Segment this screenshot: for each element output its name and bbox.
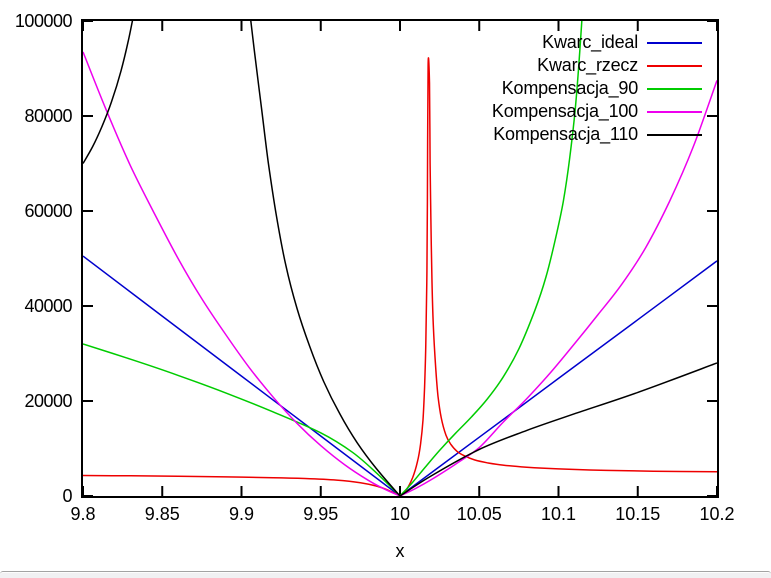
series-curve-Kwarc_ideal [83,255,401,496]
series-curve-Kompensacja_100 [399,80,717,496]
plot-area [81,19,719,498]
legend-label: Kompensacja_100 [491,101,638,121]
legend-item-kwarc-ideal: Kwarc_ideal [380,31,718,54]
x-tick-label: 9.8 [70,504,96,524]
y-tick-label: 40000 [24,296,72,316]
legend-item-kompensacja-110: Kompensacja_110 [380,123,718,146]
legend-line-sample [647,42,702,44]
x-tick-label: 9.9 [228,504,255,524]
y-tick-label: 100000 [14,11,73,31]
legend-line-sample [647,134,702,136]
series-curve-Kompensacja_110 [399,362,717,496]
legend-line-sample [647,111,702,113]
y-tick-label: 0 [62,486,72,506]
series-curve-Kompensacja_90 [83,343,401,496]
legend-label: Kwarc_ideal [542,32,638,52]
legend-item-kwarc-rzecz: Kwarc_rzecz [380,54,718,77]
legend-line-sample [647,65,702,67]
legend-label: Kompensacja_90 [501,78,638,98]
series-curve-Kompensacja_90 [399,21,583,496]
x-tick-label: 10.05 [456,504,502,524]
x-tick-label: 9.95 [303,504,339,524]
x-tick-label: 10.1 [540,504,577,524]
legend-label: Kwarc_rzecz [537,55,638,75]
x-tick-label: 10.15 [615,504,661,524]
x-tick-label: 10 [389,504,411,524]
x-tick-label: 9.85 [144,504,180,524]
series-curve-Kompensacja_110 [250,21,401,496]
legend-label: Kompensacja_110 [493,124,638,144]
series-curve-Kwarc_rzecz [399,57,717,496]
y-tick-label: 80000 [24,106,72,126]
series-curve-Kwarc_ideal [399,260,717,496]
series-curve-Kompensacja_100 [83,51,401,496]
y-tick-label: 20000 [24,391,72,411]
legend-item-kompensacja-100: Kompensacja_100 [380,100,718,123]
legend-line-sample [647,88,702,90]
x-tick-label: 10.2 [699,504,735,524]
x-axis-title: x [395,541,405,561]
legend-item-kompensacja-90: Kompensacja_90 [380,77,718,100]
y-tick-label: 60000 [24,201,72,221]
series-curve-Kompensacja_110 [83,21,134,164]
plot-canvas [83,21,717,496]
window-edge-bar [0,571,771,578]
